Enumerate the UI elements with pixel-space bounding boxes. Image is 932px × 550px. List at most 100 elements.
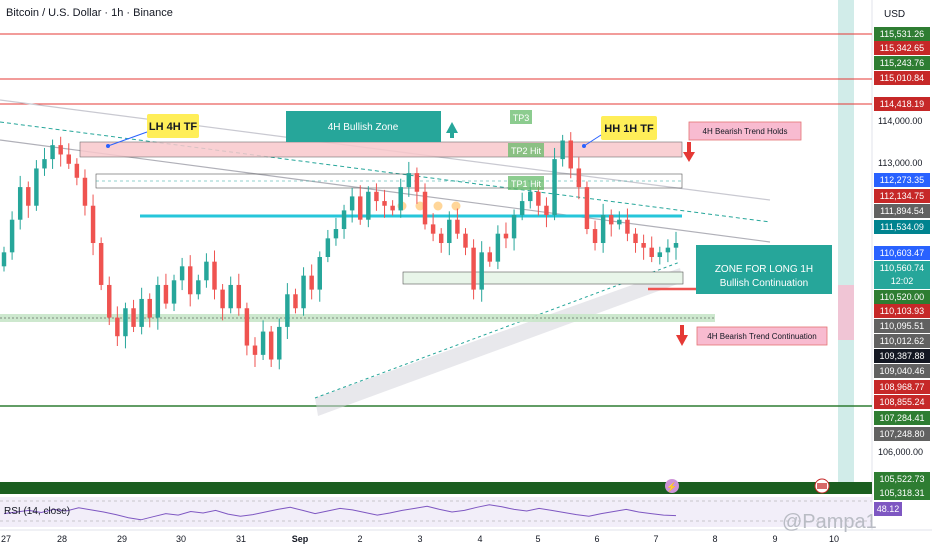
up-arrow-icon xyxy=(446,122,458,133)
candle-body xyxy=(398,187,403,211)
candle-body xyxy=(333,229,339,239)
down-arrow-icon xyxy=(683,152,695,162)
candle-body xyxy=(519,201,525,216)
candle-body xyxy=(560,140,565,160)
rsi-value-bg xyxy=(874,502,902,516)
candle-body xyxy=(657,252,663,257)
annotation-label: 4H Bullish Zone xyxy=(328,122,399,133)
price-label: 111,894.54 xyxy=(880,206,924,216)
currency-label[interactable]: USD xyxy=(884,9,906,20)
price-label-bg xyxy=(874,304,930,318)
marker-dot xyxy=(415,201,425,211)
candle-body xyxy=(9,219,15,253)
annotation-label: TP3 xyxy=(513,113,530,123)
time-axis-label: 6 xyxy=(594,534,599,544)
candle-body xyxy=(42,159,47,169)
event-lightning-icon xyxy=(665,479,679,493)
time-axis-label: 31 xyxy=(236,534,246,544)
down-arrow-icon-stem xyxy=(680,325,684,335)
price-label: 111,534.09 xyxy=(880,222,924,232)
bullish-zone-box xyxy=(286,111,441,142)
price-label: 110,520.00 xyxy=(880,292,924,302)
candle-body xyxy=(665,247,671,253)
pointer-dot xyxy=(582,144,586,148)
candle-body xyxy=(277,326,282,360)
candle-body xyxy=(536,191,541,206)
candle-body xyxy=(382,201,387,206)
annotation-label: TP2 Hit xyxy=(511,146,542,156)
label-pointer xyxy=(583,134,602,147)
candle-body xyxy=(576,168,582,188)
price-label: 105,522.73 xyxy=(879,474,924,484)
candle-body xyxy=(609,215,614,225)
candle-body xyxy=(463,233,468,248)
time-axis-label: 9 xyxy=(772,534,777,544)
candle-body xyxy=(139,298,144,327)
event-flag-icon-stripes xyxy=(817,483,827,489)
candle-body xyxy=(163,284,169,304)
tp-label-bg xyxy=(508,143,544,157)
price-label: 115,010.84 xyxy=(880,73,924,83)
candle-body xyxy=(673,243,679,248)
time-axis-label: 27 xyxy=(1,534,11,544)
price-label: 110,012.62 xyxy=(880,336,924,346)
time-axis-label: 5 xyxy=(535,534,540,544)
candle-body xyxy=(293,294,298,309)
candle-body xyxy=(196,280,201,295)
candle-body xyxy=(204,261,209,281)
price-label-bg xyxy=(874,427,930,441)
candle-body xyxy=(592,229,598,244)
bottom-support-band xyxy=(0,482,872,494)
bearish-holds-box xyxy=(688,121,802,141)
annotation-label: TP1 Hit xyxy=(511,179,542,189)
price-label-bg xyxy=(874,97,930,111)
candle-body xyxy=(317,256,322,290)
candle-body xyxy=(17,187,23,220)
candle-body xyxy=(301,275,306,309)
price-label: 110,560.74 xyxy=(880,263,924,273)
candle-body xyxy=(171,280,177,304)
time-axis-label: 8 xyxy=(712,534,717,544)
candle-body xyxy=(430,224,436,234)
candle-body xyxy=(228,284,233,309)
rsi-indicator-label[interactable]: RSI (14, close) xyxy=(4,506,71,517)
price-label-bg xyxy=(874,334,930,348)
label-pointer xyxy=(107,131,148,147)
price-label-bg xyxy=(874,411,930,425)
candle-body xyxy=(406,173,412,188)
price-label-bg xyxy=(874,173,930,187)
price-label-bg xyxy=(874,290,930,304)
candle-body xyxy=(528,191,533,202)
price-label: 109,387.88 xyxy=(879,351,924,361)
annotation-label: 4H Bearish Trend Continuation xyxy=(707,332,816,341)
price-label: 110,103.93 xyxy=(880,306,924,316)
price-label-bg xyxy=(874,220,930,234)
candle-body xyxy=(649,247,654,257)
time-axis-label: 2 xyxy=(357,534,362,544)
time-axis-label: 30 xyxy=(176,534,186,544)
candle-body xyxy=(544,205,549,216)
candle-body xyxy=(155,284,161,318)
future-zone-bar xyxy=(838,0,854,485)
price-label-bg xyxy=(874,395,930,409)
candle-body xyxy=(495,233,501,262)
label-bg xyxy=(601,116,657,140)
time-axis-label: Sep xyxy=(292,534,309,544)
current-support-zone xyxy=(402,271,684,285)
candle-body xyxy=(358,196,363,220)
price-label-bg xyxy=(874,41,930,55)
candle-body xyxy=(568,140,573,169)
candle-body xyxy=(584,187,590,230)
pointer-dot xyxy=(106,144,110,148)
candle-body xyxy=(641,243,646,248)
price-label: 110,603.47 xyxy=(880,248,924,258)
price-label: 115,342.65 xyxy=(880,43,924,53)
candle-body xyxy=(187,266,193,295)
rsi-pane-bg xyxy=(0,497,872,527)
candle-body xyxy=(58,145,63,155)
candle-body xyxy=(252,345,258,355)
candle-body xyxy=(66,154,71,164)
price-label-bg xyxy=(874,71,930,85)
candle-body xyxy=(349,196,355,211)
